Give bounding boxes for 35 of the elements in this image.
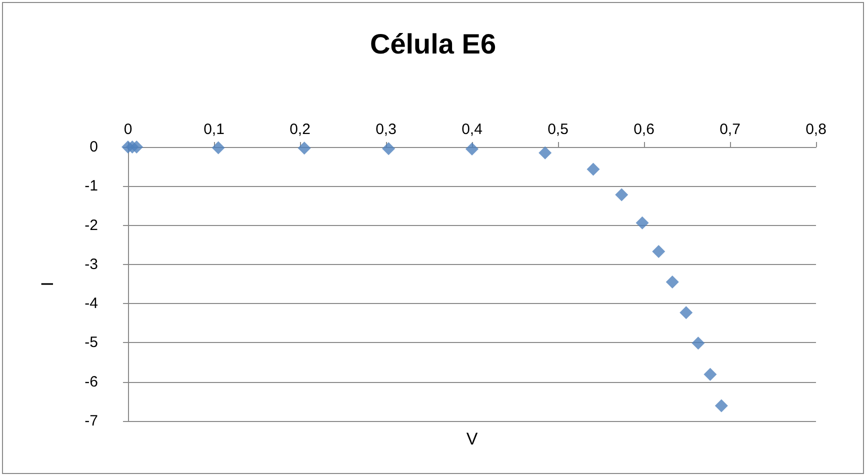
x-tick-label: 0,8 [806, 121, 826, 138]
y-tick-label: -4 [84, 295, 98, 312]
y-tick-label: -2 [84, 216, 98, 234]
point [666, 276, 679, 289]
x-tick-label: 0,6 [634, 121, 654, 138]
x-tick-label: 0,1 [204, 121, 224, 138]
x-axis-title: V [466, 430, 478, 448]
point [586, 162, 600, 176]
x-tick-label: 0,5 [548, 121, 568, 138]
y-tick-label: 0 [90, 138, 98, 156]
point [692, 336, 705, 350]
point [652, 245, 666, 258]
x-tick-label: 0,4 [462, 121, 482, 138]
x-tick-label: 0,3 [376, 121, 396, 138]
point [538, 146, 552, 160]
y-tick-label: -5 [84, 334, 98, 352]
point [636, 216, 649, 230]
point [298, 142, 311, 155]
y-tick-label: -6 [84, 373, 98, 390]
point [704, 368, 717, 381]
y-axis-title: I [38, 282, 57, 286]
x-tick-label: 0,7 [720, 121, 740, 138]
y-tick-label: -7 [84, 412, 98, 430]
y-tick-label: -1 [84, 178, 98, 195]
x-tick-label: 0,2 [290, 121, 310, 138]
point [130, 140, 144, 154]
point [382, 142, 396, 156]
point [212, 141, 225, 154]
x-tick-label: 0 [124, 121, 132, 138]
chart-title: Célula E6 [370, 28, 496, 60]
y-tick-label: -3 [84, 256, 98, 273]
point [680, 306, 693, 320]
point [615, 188, 628, 202]
point [714, 399, 728, 412]
point [466, 142, 478, 156]
